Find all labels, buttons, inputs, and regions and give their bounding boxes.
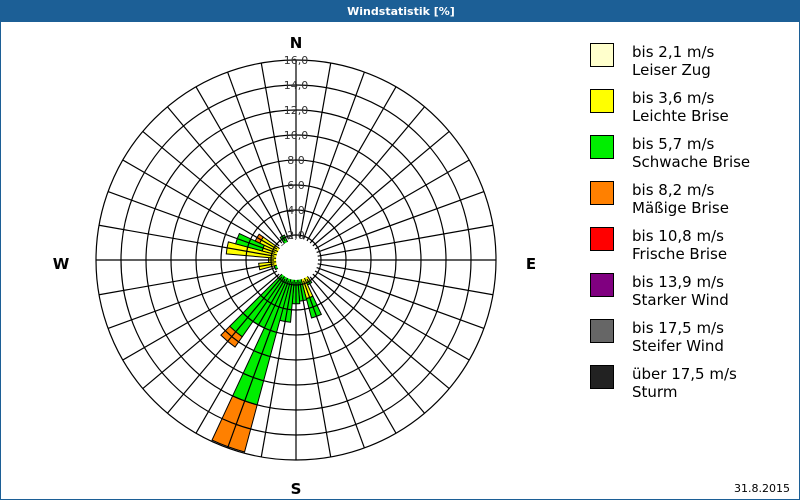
grid-spoke xyxy=(122,270,278,361)
grid-spoke xyxy=(195,278,286,434)
grid-spoke xyxy=(306,86,397,242)
date-label: 31.8.2015 xyxy=(734,482,790,495)
radial-tick-label: 6,0 xyxy=(287,179,305,192)
legend-label: bis 2,1 m/s Leiser Zug xyxy=(632,43,715,79)
compass-label: E xyxy=(526,255,536,273)
grid-spoke xyxy=(227,71,290,240)
grid-spoke xyxy=(299,62,332,239)
radial-tick-label: 14,0 xyxy=(284,79,309,92)
compass-label: S xyxy=(291,480,302,498)
grid-spoke xyxy=(309,276,426,414)
grid-spoke xyxy=(306,278,397,434)
legend-swatch xyxy=(590,319,614,343)
grid-spoke xyxy=(314,159,470,250)
grid-spoke xyxy=(317,263,494,296)
grid-spoke xyxy=(107,266,276,329)
compass-label: N xyxy=(290,34,303,52)
grid-spoke xyxy=(98,224,275,257)
legend-swatch xyxy=(590,135,614,159)
legend-swatch xyxy=(590,43,614,67)
legend-swatch xyxy=(590,89,614,113)
radial-tick-label: 10,0 xyxy=(284,129,309,142)
radial-tick-label: 16,0 xyxy=(284,54,309,67)
grid-spoke xyxy=(166,106,283,244)
grid-spoke xyxy=(166,276,283,414)
grid-spoke xyxy=(260,62,293,239)
grid-spoke xyxy=(227,280,290,449)
grid-spoke xyxy=(302,280,365,449)
center-hole xyxy=(276,240,316,280)
grid-spoke xyxy=(317,224,494,257)
radial-tick-label: 4,0 xyxy=(287,204,305,217)
legend-label: über 17,5 m/s Sturm xyxy=(632,365,737,401)
radial-tick-label: 12,0 xyxy=(284,104,309,117)
legend-label: bis 8,2 m/s Mäßige Brise xyxy=(632,181,729,217)
radial-tick-label: 2,0 xyxy=(287,229,305,242)
legend-swatch xyxy=(590,273,614,297)
grid-spoke xyxy=(299,281,332,458)
grid-spoke xyxy=(316,191,485,254)
legend-swatch xyxy=(590,365,614,389)
legend-swatch xyxy=(590,181,614,205)
grid-spoke xyxy=(316,266,485,329)
legend-label: bis 3,6 m/s Leichte Brise xyxy=(632,89,729,125)
grid-spoke xyxy=(107,191,276,254)
grid-spoke xyxy=(314,270,470,361)
compass-label: W xyxy=(53,255,70,273)
legend-label: bis 5,7 m/s Schwache Brise xyxy=(632,135,751,171)
grid-spoke xyxy=(142,273,280,390)
grid-spoke xyxy=(122,159,278,250)
grid-spoke xyxy=(312,130,450,247)
window-title: Windstatistik [%] xyxy=(1,1,800,22)
legend-label: bis 13,9 m/s Starker Wind xyxy=(632,273,729,309)
grid-spoke xyxy=(142,130,280,247)
legend-swatch xyxy=(590,227,614,251)
legend-label: bis 10,8 m/s Frische Brise xyxy=(632,227,728,263)
radial-tick-label: 8,0 xyxy=(287,154,305,167)
grid-spoke xyxy=(195,86,286,242)
grid-spoke xyxy=(302,71,365,240)
grid-spoke xyxy=(98,263,275,296)
grid-spoke xyxy=(260,281,293,458)
grid-spoke xyxy=(312,273,450,390)
legend-label: bis 17,5 m/s Steifer Wind xyxy=(632,319,724,355)
grid-spoke xyxy=(309,106,426,244)
